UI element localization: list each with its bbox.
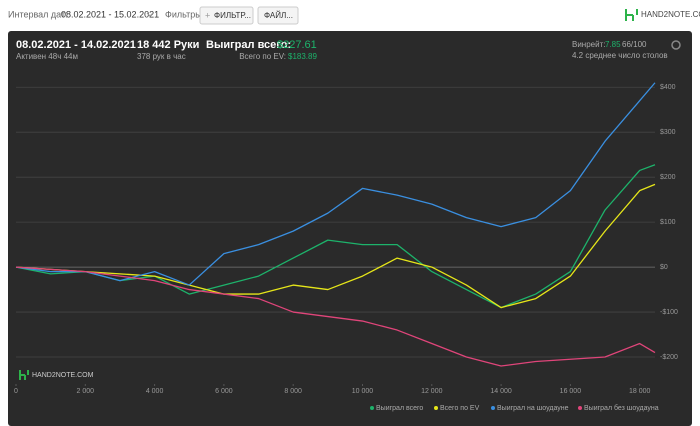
legend-label: Выиграл без шоудауна [584,404,659,412]
toolbar [0,0,700,30]
series-line [15,183,656,309]
filter-button-label: ФИЛЬТР... [214,11,251,20]
x-tick-label: 0 [14,388,18,395]
x-tick-label: 16 000 [560,388,582,395]
ev-label: Всего по EV: [239,52,286,61]
filter-button[interactable] [199,6,254,25]
period: 08.02.2021 - 14.02.2021 [16,39,136,51]
won-value: $227.61 [277,39,317,51]
hands-per-hour: 378 рук в час [137,52,186,61]
legend-label: Выиграл на шоудауне [497,405,569,412]
date-label: Интервал дат: [8,9,68,19]
y-tick-label: $200 [660,174,676,181]
series-line [15,266,656,367]
legend-marker [491,406,495,410]
plus-icon: + [205,10,210,20]
x-tick-label: 14 000 [490,388,512,395]
dropdown-arrow [146,12,154,17]
y-tick-label: $300 [660,129,676,136]
hands: 18 442 Руки [137,39,199,51]
winrate-label: Винрейт: [572,40,605,49]
x-tick-label: 2 000 [77,388,95,395]
date-range[interactable]: 08.02.2021 - 15.02.2021 [61,9,159,19]
active-time: Активен 48ч 44м [16,52,78,61]
panel [8,31,692,426]
y-tick-label: $100 [660,219,676,226]
ev-value: $183.89 [288,52,317,61]
x-tick-label: 8 000 [284,388,302,395]
y-tick-label: $0 [660,264,668,271]
legend-marker [434,406,438,410]
tables: 4.2 среднее число столов [572,51,668,60]
legend-label: Выиграл всего [376,405,423,412]
x-tick-label: 4 000 [146,388,164,395]
winrate-value: 7.85 [605,40,621,49]
y-tick-label: $400 [660,84,676,91]
series-line [15,164,656,309]
y-tick-label: -$200 [660,354,678,361]
settings-icon[interactable] [671,40,681,50]
x-tick-label: 10 000 [352,388,374,395]
y-tick-label: -$100 [660,309,678,316]
file-button[interactable] [257,6,299,25]
watermark: HAND2NOTE.COM [32,372,94,379]
x-tick-label: 18 000 [629,388,651,395]
watermark-logo [19,370,29,380]
legend-marker [578,406,582,410]
winrate-unit: 66/100 [622,40,647,49]
brand: HAND2NOTE.COM [641,10,700,19]
legend-marker [370,406,374,410]
file-button-label: ФАЙЛ... [264,11,293,20]
won-label: Выиграл всего: [206,39,291,51]
series-line [15,82,656,286]
brand-logo [625,9,638,21]
x-tick-label: 6 000 [215,388,233,395]
filters-label: Фильтры: [165,9,204,19]
x-tick-label: 12 000 [421,388,443,395]
legend-label: Всего по EV [440,405,480,412]
